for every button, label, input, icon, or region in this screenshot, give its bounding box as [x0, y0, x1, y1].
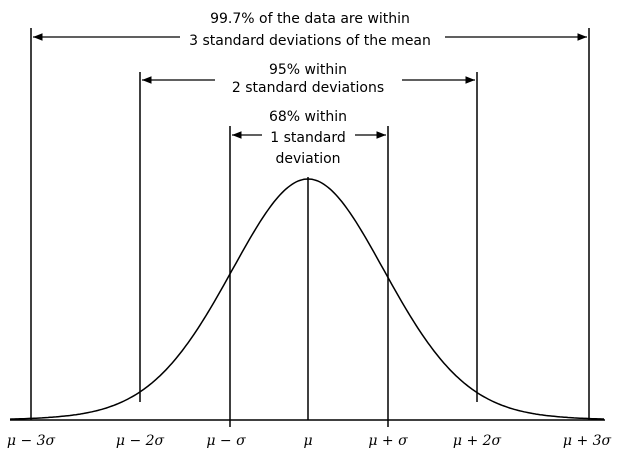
- annotation: deviation: [275, 151, 340, 167]
- axis-label: μ + 2σ: [453, 433, 502, 449]
- axis-label: μ − 3σ: [7, 433, 56, 449]
- axis-label: μ: [303, 433, 312, 449]
- annotation: 95% within: [269, 62, 347, 78]
- annotation: 99.7% of the data are within: [210, 11, 410, 27]
- annotation: 3 standard deviations of the mean: [189, 33, 431, 49]
- annotation: 2 standard deviations: [232, 80, 384, 96]
- axis-label: μ + 3σ: [563, 433, 612, 449]
- axis-label: μ + σ: [368, 433, 408, 449]
- axis-label: μ − 2σ: [116, 433, 165, 449]
- bell-curve: [9, 178, 604, 420]
- annotation: 1 standard: [270, 130, 345, 146]
- axis-label: μ − σ: [206, 433, 246, 449]
- annotation: 68% within: [269, 109, 347, 125]
